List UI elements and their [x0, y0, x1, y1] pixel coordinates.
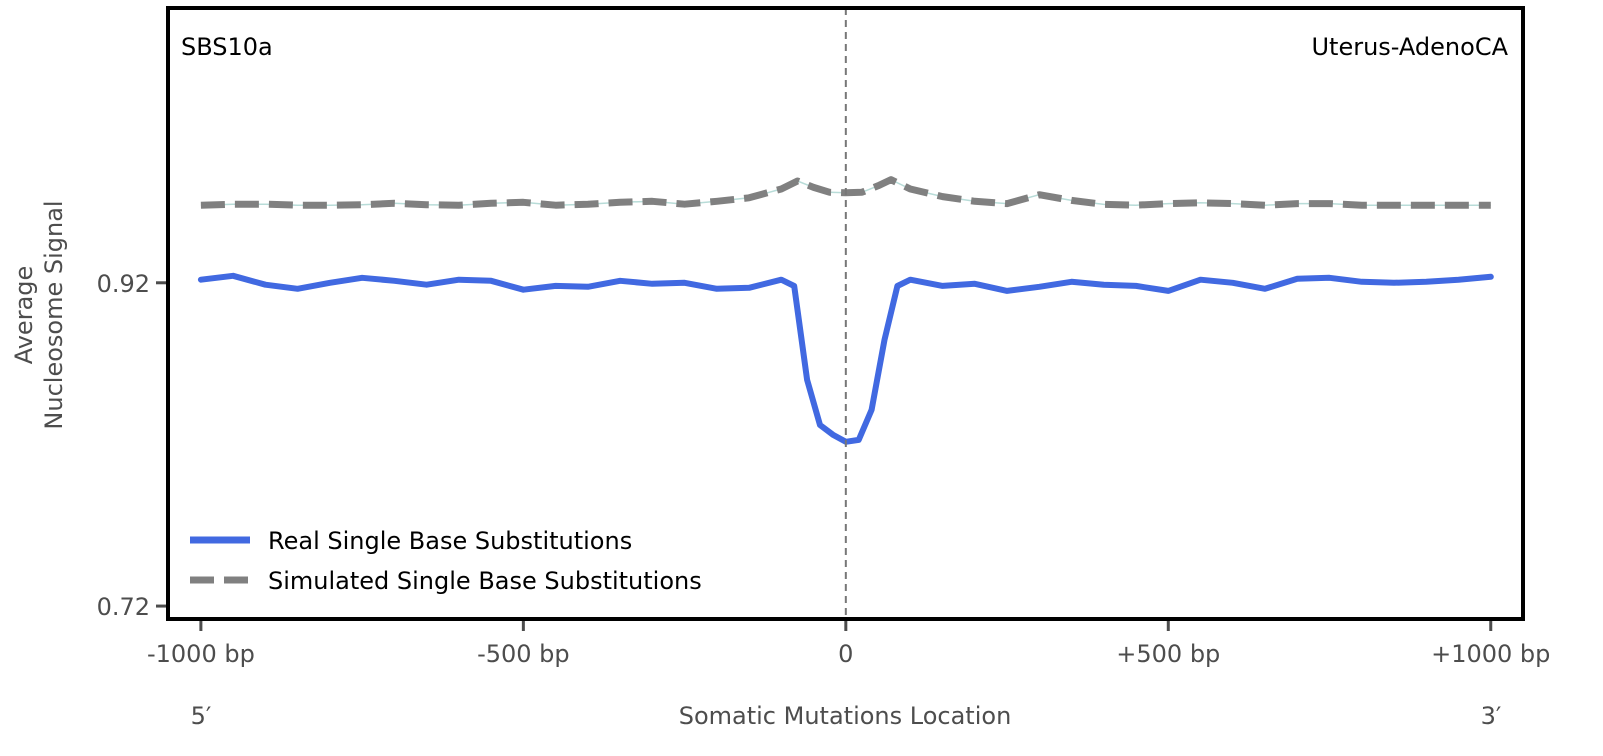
three-prime-label: 3′ [1481, 702, 1502, 730]
y-tick-label: 0.92 [97, 270, 150, 298]
y-tick-label: 0.72 [97, 593, 150, 621]
x-tick-label: +1000 bp [1431, 640, 1550, 668]
x-tick-label: -500 bp [477, 640, 570, 668]
y-axis-label: Average Nucleosome Signal [10, 200, 68, 429]
x-axis-label: Somatic Mutations Location [679, 702, 1012, 730]
y-axis-label-line-2: Nucleosome Signal [40, 200, 68, 429]
y-axis-label-line-1: Average [10, 266, 38, 365]
x-tick-label: -1000 bp [147, 640, 255, 668]
cancer-type-label: Uterus-AdenoCA [1311, 33, 1508, 61]
legend-real-label: Real Single Base Substitutions [268, 527, 632, 555]
five-prime-label: 5′ [191, 702, 212, 730]
legend-simulated-label: Simulated Single Base Substitutions [268, 567, 702, 595]
x-tick-label: +500 bp [1116, 640, 1220, 668]
x-tick-label: 0 [838, 640, 853, 668]
x-axis-ticks: -1000 bp -500 bp 0 +500 bp +1000 bp [147, 621, 1550, 668]
y-axis-ticks: 0.92 0.72 [97, 270, 166, 621]
signature-label: SBS10a [181, 33, 273, 61]
legend: Real Single Base Substitutions Simulated… [190, 527, 702, 595]
plot-frame [166, 6, 1525, 621]
